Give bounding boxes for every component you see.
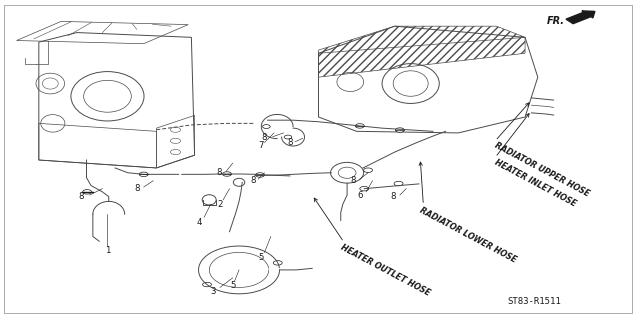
Text: RADIATOR LOWER HOSE: RADIATOR LOWER HOSE [418, 205, 518, 264]
Text: 8: 8 [287, 138, 292, 147]
Text: 8: 8 [351, 176, 356, 185]
Text: 3: 3 [211, 287, 217, 296]
Text: 5: 5 [230, 281, 236, 290]
Text: 8: 8 [250, 176, 256, 185]
Text: 8: 8 [134, 184, 140, 193]
Circle shape [222, 172, 231, 176]
Text: 8: 8 [216, 168, 222, 177]
Text: 8: 8 [78, 192, 83, 201]
Text: 1: 1 [104, 246, 110, 255]
Text: 2: 2 [217, 200, 223, 209]
Circle shape [83, 190, 92, 194]
Text: HEATER OUTLET HOSE: HEATER OUTLET HOSE [339, 243, 431, 298]
Circle shape [364, 168, 373, 172]
Circle shape [394, 181, 403, 186]
Text: 8: 8 [262, 133, 268, 142]
Text: HEATER INLET HOSE: HEATER INLET HOSE [493, 158, 578, 208]
Circle shape [284, 135, 292, 139]
Circle shape [203, 282, 211, 287]
Circle shape [360, 187, 369, 191]
Text: 5: 5 [259, 253, 264, 262]
Text: 7: 7 [259, 141, 264, 150]
Circle shape [140, 172, 148, 177]
Text: 4: 4 [196, 218, 202, 227]
Circle shape [255, 173, 264, 177]
FancyArrow shape [566, 11, 595, 24]
Circle shape [396, 128, 404, 132]
Circle shape [355, 124, 364, 128]
Circle shape [262, 124, 270, 128]
Text: FR.: FR. [547, 16, 565, 27]
Text: 6: 6 [357, 190, 362, 200]
Text: 8: 8 [390, 192, 396, 201]
Text: ST83-R1511: ST83-R1511 [508, 297, 561, 306]
Circle shape [273, 260, 282, 265]
Text: RADIATOR UPPER HOSE: RADIATOR UPPER HOSE [493, 141, 591, 198]
